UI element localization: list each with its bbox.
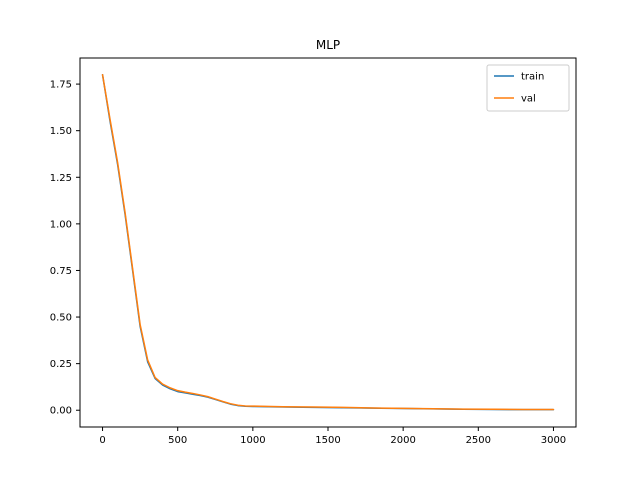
series-layer [101, 74, 555, 411]
series-line-val [101, 74, 555, 411]
y-tick-label: 0.75 [50, 266, 72, 277]
x-tick-label: 500 [168, 435, 187, 446]
x-axis: 0 500 1000 1500 2000 2500 3000 [99, 427, 566, 446]
x-tick-label: 3000 [541, 435, 566, 446]
y-tick-label: 1.75 [50, 80, 72, 91]
x-tick-label: 1500 [315, 435, 340, 446]
y-axis: 0.00 0.25 0.50 0.75 1.00 1.25 1.50 1.75 [50, 80, 80, 417]
x-tick-label: 0 [99, 435, 105, 446]
x-tick-label: 2000 [390, 435, 415, 446]
legend-label-train: train [521, 72, 544, 83]
y-tick-label: 0.00 [50, 406, 72, 417]
y-tick-label: 0.25 [50, 359, 72, 370]
y-tick-label: 1.25 [50, 173, 72, 184]
legend-label-val: val [521, 94, 536, 105]
x-tick-label: 2500 [466, 435, 491, 446]
y-tick-label: 1.50 [50, 126, 72, 137]
x-tick-label: 1000 [240, 435, 265, 446]
chart-title: MLP [316, 38, 340, 52]
legend: train val [486, 64, 570, 112]
y-tick-label: 1.00 [50, 219, 72, 230]
y-tick-label: 0.50 [50, 313, 72, 324]
